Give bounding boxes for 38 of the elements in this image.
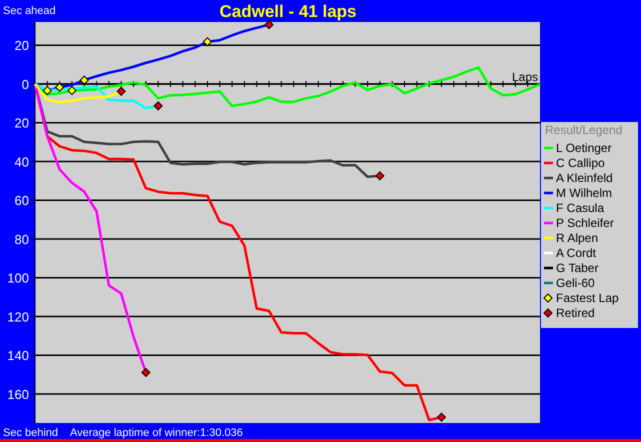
y-tick-label: 80 — [14, 232, 29, 247]
legend-label: M Wilhelm — [556, 186, 612, 200]
y-tick-label: 100 — [7, 270, 29, 286]
y-tick-label: 40 — [14, 154, 29, 170]
point — [154, 101, 163, 110]
legend-label: Retired — [556, 306, 595, 320]
text: Sec behind — [3, 427, 58, 439]
point — [42, 86, 52, 96]
y-tick-label: 20 — [14, 38, 29, 54]
legend-label: A Cordt — [556, 246, 597, 260]
x-axis-title: Laps — [512, 70, 538, 84]
legend-label: P Schleifer — [556, 216, 614, 230]
point — [436, 412, 446, 422]
point — [55, 82, 64, 92]
legend-title: Result/Legend — [545, 123, 622, 137]
legend-label: Geli-60 — [556, 276, 596, 290]
y-tick-label: 0 — [22, 76, 29, 92]
legend-label: A Kleinfeld — [556, 171, 613, 185]
legend-label: Fastest Lap — [556, 291, 620, 305]
legend-label: C Callipo — [556, 156, 606, 170]
chart-title: Cadwell - 41 laps — [220, 2, 356, 21]
text: Sec ahead — [3, 5, 56, 17]
point — [202, 37, 212, 46]
point — [141, 368, 150, 377]
text: Average laptime of winner:1:30.036 — [70, 427, 243, 439]
y-tick-label: 160 — [7, 386, 29, 402]
point — [375, 171, 384, 180]
point — [116, 86, 126, 96]
y-tick-label: 20 — [14, 116, 29, 131]
y-tick-label: 60 — [14, 193, 29, 208]
legend-label: R Alpen — [556, 231, 598, 245]
y-tick-label: 120 — [7, 309, 29, 324]
point — [264, 20, 274, 30]
point — [67, 86, 76, 96]
legend-label: G Taber — [556, 261, 598, 275]
legend-label: F Casula — [556, 201, 604, 215]
legend-label: L Oetinger — [556, 141, 612, 155]
y-tick-label: 140 — [7, 348, 29, 364]
